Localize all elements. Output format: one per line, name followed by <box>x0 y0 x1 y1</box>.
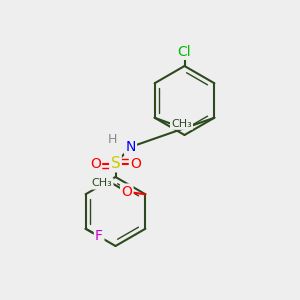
Text: N: N <box>125 140 136 154</box>
Text: CH₃: CH₃ <box>171 119 192 129</box>
Text: F: F <box>95 229 103 243</box>
Text: S: S <box>111 156 120 171</box>
Text: O: O <box>121 185 132 199</box>
Text: O: O <box>90 157 101 170</box>
Text: Cl: Cl <box>178 45 191 58</box>
Text: H: H <box>108 133 117 146</box>
Text: CH₃: CH₃ <box>92 178 112 188</box>
Text: O: O <box>130 157 141 170</box>
